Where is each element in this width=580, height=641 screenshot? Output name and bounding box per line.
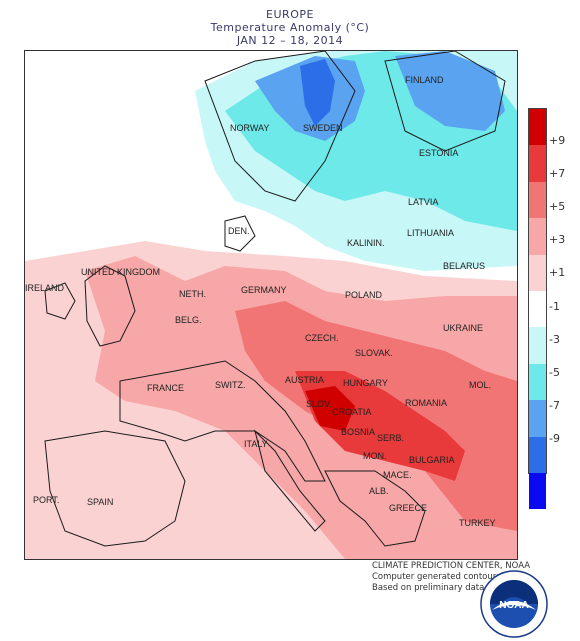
legend-tick-label: +9 — [549, 134, 566, 148]
legend-tick-label: -9 — [549, 431, 560, 445]
label-ukraine: UKRAINE — [443, 323, 483, 333]
label-serbia: SERB. — [377, 433, 404, 443]
legend-swatch — [529, 109, 546, 146]
anomaly-map: NORWAY SWEDEN FINLAND ESTONIA LATVIA LIT… — [24, 50, 518, 560]
coastlines — [44, 51, 506, 547]
label-portugal: PORT. — [33, 495, 59, 505]
legend-swatch — [529, 290, 546, 328]
anomaly-zone-cool-strong-2 — [395, 51, 505, 131]
label-austria: AUSTRIA — [285, 375, 324, 385]
label-moldova: MOL. — [469, 380, 491, 390]
legend-swatch — [529, 254, 546, 291]
label-germany: GERMANY — [241, 285, 287, 295]
label-albania: ALB. — [369, 486, 389, 496]
legend-tick-label: -3 — [549, 332, 560, 346]
anomaly-zone-cold — [300, 59, 335, 126]
noaa-logo: NOAA — [480, 570, 548, 638]
legend-tick-label: -7 — [549, 398, 560, 412]
label-croatia: CROATIA — [332, 407, 371, 417]
label-denmark: DEN. — [228, 226, 250, 236]
legend-tick-label: +1 — [549, 266, 566, 280]
legend-swatch — [529, 181, 546, 219]
label-bulgaria: BULGARIA — [409, 455, 455, 465]
credit-center: CLIMATE PREDICTION CENTER, NOAA — [372, 561, 531, 571]
label-romania: ROMANIA — [405, 398, 447, 408]
label-france: FRANCE — [147, 383, 184, 393]
map-period: JAN 12 – 18, 2014 — [236, 34, 344, 47]
legend-swatch — [529, 400, 546, 437]
legend-swatch — [529, 218, 546, 255]
label-bosnia: BOSNIA — [341, 427, 375, 437]
label-kaliningrad: KALININ. — [347, 238, 385, 248]
legend-tick-label: -1 — [549, 299, 560, 313]
label-finland: FINLAND — [405, 75, 444, 85]
legend-swatch — [529, 472, 546, 510]
label-montenegro: MON. — [363, 451, 387, 461]
credit-note: Based on preliminary data — [372, 583, 485, 593]
label-belarus: BELARUS — [443, 261, 485, 271]
credit-method: Computer generated contours — [372, 572, 501, 582]
label-czech: CZECH. — [305, 333, 339, 343]
label-sweden: SWEDEN — [303, 123, 343, 133]
label-poland: POLAND — [345, 290, 383, 300]
noaa-logo-text: NOAA — [499, 600, 528, 611]
label-italy: ITALY — [244, 439, 268, 449]
label-spain: SPAIN — [87, 497, 113, 507]
label-latvia: LATVIA — [408, 197, 438, 207]
legend-swatch — [529, 436, 546, 473]
legend-tick-label: +7 — [549, 167, 566, 181]
label-slovakia: SLOVAK. — [355, 348, 393, 358]
label-slovenia: SLOV. — [306, 399, 332, 409]
legend-tick-label: -5 — [549, 365, 560, 379]
label-hungary: HUNGARY — [343, 378, 388, 388]
legend-swatch — [529, 327, 546, 364]
legend-colorbar — [528, 108, 547, 510]
legend-tick-label: +5 — [549, 200, 566, 214]
label-ireland: IRELAND — [25, 283, 65, 293]
map-canvas: NORWAY SWEDEN FINLAND ESTONIA LATVIA LIT… — [25, 51, 517, 559]
label-greece: GREECE — [389, 503, 427, 513]
label-turkey: TURKEY — [459, 518, 496, 528]
anomaly-zone-warm-9 — [305, 386, 355, 431]
label-switzerland: SWITZ. — [215, 380, 246, 390]
map-region-title: EUROPE — [266, 8, 314, 21]
legend-swatch — [529, 363, 546, 401]
label-belgium: BELG. — [175, 315, 202, 325]
label-united-kingdom: UNITED KINGDOM — [81, 267, 160, 277]
label-netherlands: NETH. — [179, 289, 206, 299]
label-macedonia: MACE. — [383, 470, 412, 480]
label-norway: NORWAY — [230, 123, 269, 133]
label-estonia: ESTONIA — [419, 148, 458, 158]
map-subtitle: Temperature Anomaly (°C) — [210, 21, 370, 34]
label-lithuania: LITHUANIA — [407, 228, 454, 238]
legend-tick-label: +3 — [549, 233, 566, 247]
legend-swatch — [529, 145, 546, 182]
